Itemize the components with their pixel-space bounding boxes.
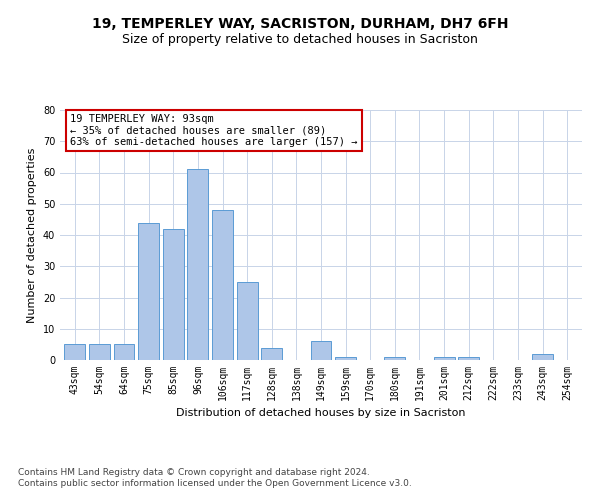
Bar (458, 357, 479, 360)
Bar (64, 344, 85, 360)
Text: 19, TEMPERLEY WAY, SACRISTON, DURHAM, DH7 6FH: 19, TEMPERLEY WAY, SACRISTON, DURHAM, DH… (92, 18, 508, 32)
Bar (236, 282, 257, 360)
Bar (212, 210, 233, 360)
Text: Contains HM Land Registry data © Crown copyright and database right 2024.
Contai: Contains HM Land Registry data © Crown c… (18, 468, 412, 487)
Bar (335, 357, 356, 360)
Bar (163, 229, 184, 360)
Text: Size of property relative to detached houses in Sacriston: Size of property relative to detached ho… (122, 32, 478, 46)
Y-axis label: Number of detached properties: Number of detached properties (27, 148, 37, 322)
Bar (138, 222, 159, 360)
Bar (532, 354, 553, 360)
Bar (187, 170, 208, 360)
Bar (311, 341, 331, 360)
X-axis label: Distribution of detached houses by size in Sacriston: Distribution of detached houses by size … (176, 408, 466, 418)
Bar (89, 344, 110, 360)
Bar (113, 344, 134, 360)
Bar (385, 357, 406, 360)
Bar (434, 357, 455, 360)
Text: 19 TEMPERLEY WAY: 93sqm
← 35% of detached houses are smaller (89)
63% of semi-de: 19 TEMPERLEY WAY: 93sqm ← 35% of detache… (70, 114, 358, 147)
Bar (261, 348, 282, 360)
